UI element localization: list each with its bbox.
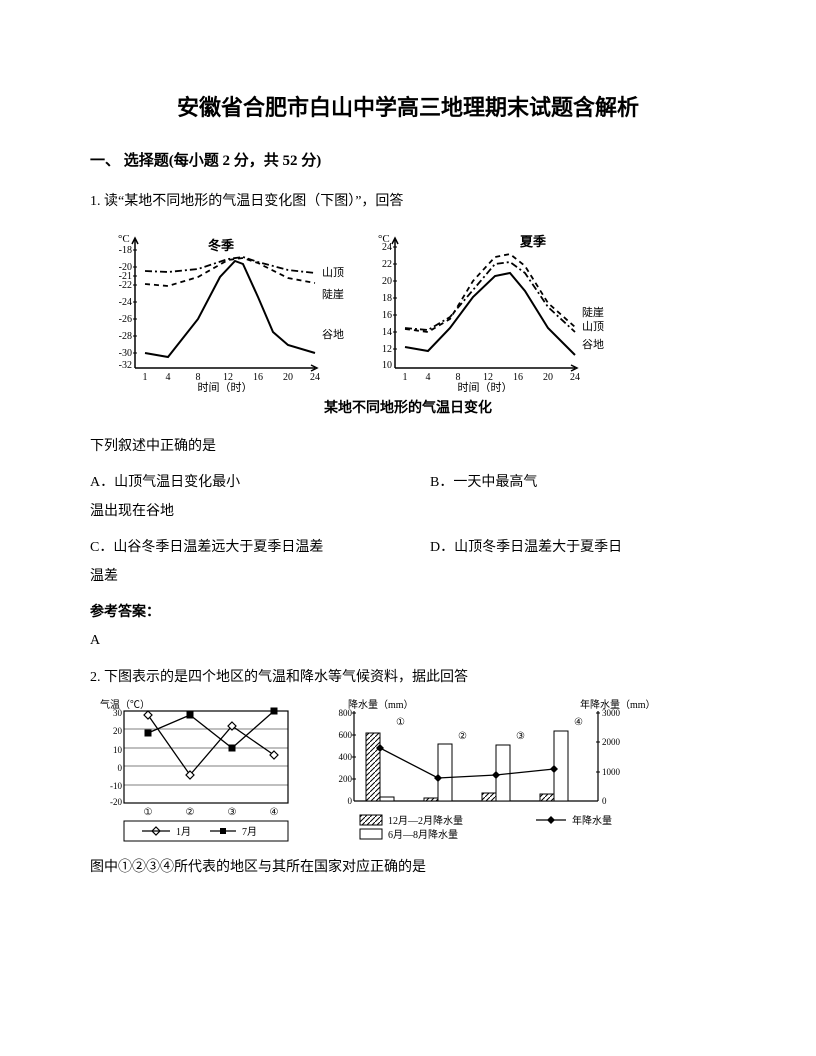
svg-text:400: 400 xyxy=(339,752,353,762)
q1-options-cd: C．山谷冬季日温差远大于夏季日温差 D．山顶冬季日温差大于夏季日 xyxy=(90,537,726,559)
svg-text:1000: 1000 xyxy=(602,767,621,777)
svg-text:24: 24 xyxy=(310,372,320,383)
svg-text:②: ② xyxy=(186,807,195,818)
svg-text:7月: 7月 xyxy=(242,826,257,838)
svg-text:14: 14 xyxy=(382,327,392,338)
q2-precip-chart: 降水量（mm） 年降水量（mm） 0 200 400 600 800 xyxy=(310,697,680,843)
svg-text:山顶: 山顶 xyxy=(582,320,604,333)
svg-text:年降水量: 年降水量 xyxy=(572,814,612,827)
svg-text:-22: -22 xyxy=(119,280,132,291)
svg-text:20: 20 xyxy=(113,726,123,736)
q2-stem: 2. 下图表示的是四个地区的气温和降水等气候资料，据此回答 xyxy=(90,667,726,689)
svg-text:12月—2月降水量: 12月—2月降水量 xyxy=(388,814,463,827)
q1-chart-caption: 某地不同地形的气温日变化 xyxy=(90,396,726,418)
q1-winter-chart: °C -18 -20 -21 -22 -24 -26 -28 -30 -32 xyxy=(90,228,348,392)
svg-text:-24: -24 xyxy=(119,297,132,308)
q1-substem: 下列叙述中正确的是 xyxy=(90,436,726,458)
section-header: 一、 选择题(每小题 2 分，共 52 分) xyxy=(90,149,726,173)
svg-text:20: 20 xyxy=(543,372,553,383)
q1-summer-chart: °C 24 22 20 18 16 14 12 10 1 xyxy=(350,228,608,392)
svg-text:0: 0 xyxy=(348,796,353,806)
svg-text:-30: -30 xyxy=(119,348,132,359)
svg-text:-20: -20 xyxy=(110,797,122,807)
svg-text:10: 10 xyxy=(382,360,392,371)
svg-text:2000: 2000 xyxy=(602,737,621,747)
svg-text:20: 20 xyxy=(283,372,293,383)
q1-option-d: D．山顶冬季日温差大于夏季日 xyxy=(430,537,726,559)
svg-text:24: 24 xyxy=(382,242,392,253)
q1-answer-label: 参考答案： xyxy=(90,602,726,624)
svg-text:18: 18 xyxy=(382,293,392,304)
svg-text:山顶: 山顶 xyxy=(322,266,344,279)
svg-text:③: ③ xyxy=(228,807,237,818)
svg-text:12: 12 xyxy=(382,344,392,355)
svg-text:4: 4 xyxy=(426,372,431,383)
page-title: 安徽省合肥市白山中学高三地理期末试题含解析 xyxy=(90,90,726,125)
svg-text:-26: -26 xyxy=(119,314,132,325)
q1-option-c: C．山谷冬季日温差远大于夏季日温差 xyxy=(90,537,430,559)
svg-text:谷地: 谷地 xyxy=(582,338,604,351)
svg-text:①: ① xyxy=(144,807,153,818)
svg-text:22: 22 xyxy=(382,259,392,270)
svg-text:4: 4 xyxy=(166,372,171,383)
svg-text:时间（时）: 时间（时） xyxy=(198,381,253,392)
q2-temp-chart: 气温（℃） 30 20 10 0 -10 -20 ① ② xyxy=(90,697,298,843)
q1-option-b-cont: 温出现在谷地 xyxy=(90,501,726,523)
svg-text:24: 24 xyxy=(570,372,580,383)
svg-text:1月: 1月 xyxy=(176,826,191,838)
svg-text:16: 16 xyxy=(253,372,263,383)
svg-text:16: 16 xyxy=(513,372,523,383)
svg-text:16: 16 xyxy=(382,310,392,321)
svg-text:-32: -32 xyxy=(119,360,132,371)
svg-text:1: 1 xyxy=(143,372,148,383)
svg-text:30: 30 xyxy=(113,708,123,718)
svg-text:②: ② xyxy=(458,731,467,742)
svg-text:-18: -18 xyxy=(119,245,132,256)
svg-text:③: ③ xyxy=(516,731,525,742)
svg-text:④: ④ xyxy=(574,717,583,728)
svg-text:-10: -10 xyxy=(110,781,122,791)
question-1: 1. 读“某地不同地形的气温日变化图（下图）”，回答 °C -18 -20 -2… xyxy=(90,191,726,653)
svg-text:1: 1 xyxy=(403,372,408,383)
svg-text:冬季: 冬季 xyxy=(208,238,234,253)
svg-text:0: 0 xyxy=(118,763,123,773)
svg-text:陡崖: 陡崖 xyxy=(582,306,604,319)
q1-option-a: A．山顶气温日变化最小 xyxy=(90,472,430,494)
svg-text:20: 20 xyxy=(382,276,392,287)
svg-text:夏季: 夏季 xyxy=(519,234,546,249)
svg-text:时间（时）: 时间（时） xyxy=(458,381,513,392)
q2-substem: 图中①②③④所代表的地区与其所在国家对应正确的是 xyxy=(90,857,726,879)
svg-text:600: 600 xyxy=(339,730,353,740)
svg-text:200: 200 xyxy=(339,774,353,784)
q2-charts: 气温（℃） 30 20 10 0 -10 -20 ① ② xyxy=(90,697,726,843)
svg-text:气温（℃）: 气温（℃） xyxy=(100,698,150,711)
svg-text:800: 800 xyxy=(339,708,353,718)
svg-text:6月—8月降水量: 6月—8月降水量 xyxy=(388,828,458,841)
q1-charts: °C -18 -20 -21 -22 -24 -26 -28 -30 -32 xyxy=(90,228,726,392)
svg-text:④: ④ xyxy=(270,807,279,818)
svg-text:0: 0 xyxy=(602,796,607,806)
q1-answer-value: A xyxy=(90,630,726,652)
q1-option-d-cont: 温差 xyxy=(90,566,726,588)
svg-text:①: ① xyxy=(396,717,405,728)
q1-option-b: B．一天中最高气 xyxy=(430,472,726,494)
svg-text:陡崖: 陡崖 xyxy=(322,288,344,301)
svg-text:10: 10 xyxy=(113,745,123,755)
q1-options-ab: A．山顶气温日变化最小 B．一天中最高气 xyxy=(90,472,726,494)
svg-text:-28: -28 xyxy=(119,331,132,342)
q1-stem: 1. 读“某地不同地形的气温日变化图（下图）”，回答 xyxy=(90,191,726,213)
svg-text:3000: 3000 xyxy=(602,708,621,718)
svg-text:降水量（mm）: 降水量（mm） xyxy=(348,698,414,711)
svg-text:谷地: 谷地 xyxy=(322,328,344,341)
svg-text:°C: °C xyxy=(118,233,130,245)
question-2: 2. 下图表示的是四个地区的气温和降水等气候资料，据此回答 气温（℃） 30 2… xyxy=(90,667,726,880)
